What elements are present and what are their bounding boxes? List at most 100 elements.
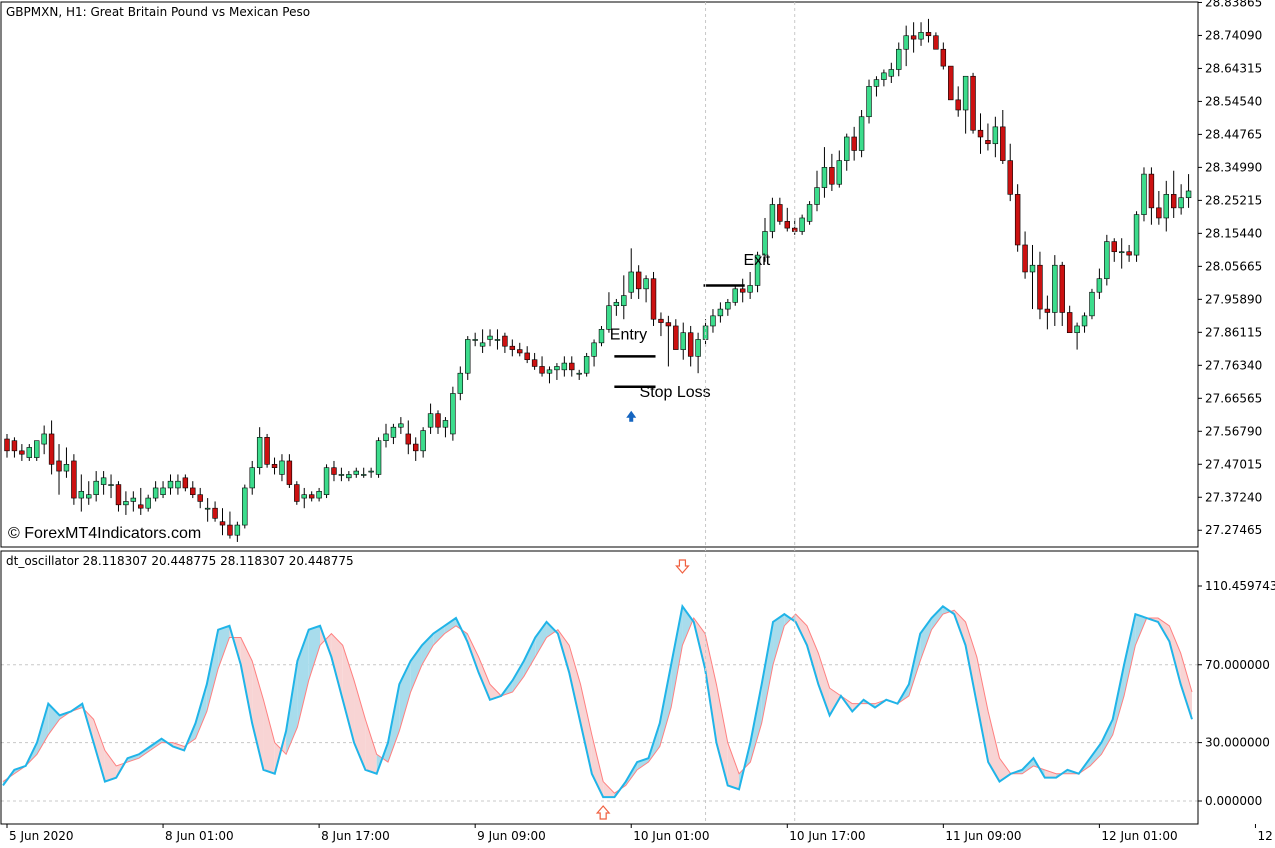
- candle: [717, 302, 724, 323]
- candle: [93, 471, 99, 502]
- osc-fill-segment: [920, 618, 932, 661]
- candle: [1096, 268, 1103, 299]
- oscillator-title: dt_oscillator 28.118307 20.448775 28.118…: [6, 554, 354, 568]
- osc-fill-segment: [999, 758, 1011, 782]
- candle-body: [985, 140, 991, 145]
- candle-body: [56, 460, 62, 472]
- candle-body: [925, 32, 932, 37]
- candle: [673, 319, 679, 350]
- candle: [1185, 174, 1192, 208]
- osc-fill-segment: [976, 656, 989, 763]
- candle: [242, 484, 248, 529]
- candle: [754, 251, 761, 293]
- osc-fill-segment: [671, 606, 683, 708]
- candle: [256, 427, 263, 475]
- candle: [368, 467, 374, 478]
- candle-body: [204, 507, 211, 510]
- candle: [1059, 261, 1065, 326]
- candle-body: [108, 484, 114, 486]
- candle-body: [650, 278, 657, 320]
- candle: [933, 32, 939, 50]
- candle-body: [576, 372, 582, 375]
- osc-fill-segment: [761, 621, 774, 724]
- candle-body: [910, 35, 917, 40]
- candle: [19, 444, 25, 461]
- candle-body: [435, 413, 441, 428]
- candle-body: [591, 342, 597, 357]
- candle-body: [1007, 160, 1013, 195]
- candle: [858, 109, 865, 158]
- price-tick-label: 27.66565: [1205, 391, 1262, 405]
- candle-body: [420, 430, 426, 452]
- price-tick-label: 27.95890: [1205, 292, 1262, 306]
- candle-body: [1111, 241, 1117, 253]
- candle: [814, 170, 820, 212]
- price-tick-label: 28.25215: [1205, 193, 1262, 207]
- candle: [465, 336, 471, 380]
- candles-layer: Entry Exit Stop Loss: [4, 18, 1192, 542]
- osc-fill-segment: [206, 629, 219, 712]
- candle-body: [1156, 207, 1162, 219]
- osc-fill-segment: [705, 633, 717, 743]
- candle: [41, 425, 47, 455]
- candle: [844, 133, 850, 171]
- candle: [375, 437, 382, 478]
- candle: [970, 72, 976, 134]
- osc-fill-segment: [569, 645, 581, 724]
- osc-fill-segment: [274, 730, 287, 774]
- candle-body: [242, 487, 248, 526]
- candle: [695, 332, 701, 374]
- candle-body: [866, 86, 872, 118]
- candle: [1104, 234, 1110, 286]
- candle-body: [851, 136, 857, 151]
- candle: [286, 454, 293, 488]
- osc-fill-segment: [93, 719, 105, 782]
- candle: [316, 487, 322, 502]
- candle-body: [472, 339, 478, 341]
- candle-body: [123, 501, 129, 506]
- main-chart-title: GBPMXN, H1: Great Britain Pound vs Mexic…: [6, 5, 310, 19]
- candle-body: [821, 167, 828, 188]
- osc-fill-segment: [218, 625, 230, 669]
- candle-body: [858, 116, 865, 151]
- candle-body: [271, 464, 278, 468]
- down-arrow-icon: [675, 559, 690, 574]
- price-tick-label: 27.86115: [1205, 325, 1262, 339]
- candle: [1081, 312, 1088, 333]
- osc-fill-segment: [1180, 653, 1192, 720]
- candle: [985, 123, 991, 151]
- candle: [948, 65, 954, 101]
- candle-body: [11, 440, 18, 452]
- candle: [881, 69, 887, 87]
- candle: [1126, 244, 1132, 262]
- candle: [11, 437, 18, 458]
- candle: [100, 471, 107, 495]
- candle: [487, 329, 493, 347]
- candle: [420, 427, 426, 458]
- candle: [925, 18, 932, 43]
- candle: [48, 420, 55, 475]
- candle: [390, 423, 397, 445]
- osc-fill-segment: [523, 637, 536, 677]
- candle-body: [747, 285, 753, 293]
- candle: [427, 403, 434, 434]
- candle-body: [509, 345, 516, 350]
- candle-body: [182, 477, 189, 489]
- candle: [777, 197, 783, 225]
- candle: [650, 271, 657, 326]
- candle-body: [784, 221, 790, 229]
- annotation-label: Entry: [610, 326, 647, 343]
- candle-body: [502, 335, 508, 347]
- candle: [1007, 143, 1013, 202]
- candle-body: [71, 460, 77, 499]
- candle: [167, 474, 174, 495]
- candle-body: [234, 524, 241, 536]
- osc-fill-segment: [931, 606, 943, 630]
- candle: [1029, 244, 1036, 310]
- candle-body: [442, 420, 449, 428]
- candle: [4, 433, 10, 458]
- candle: [152, 481, 159, 502]
- candle-body: [836, 160, 843, 185]
- candle: [264, 433, 270, 468]
- candle-body: [762, 231, 768, 256]
